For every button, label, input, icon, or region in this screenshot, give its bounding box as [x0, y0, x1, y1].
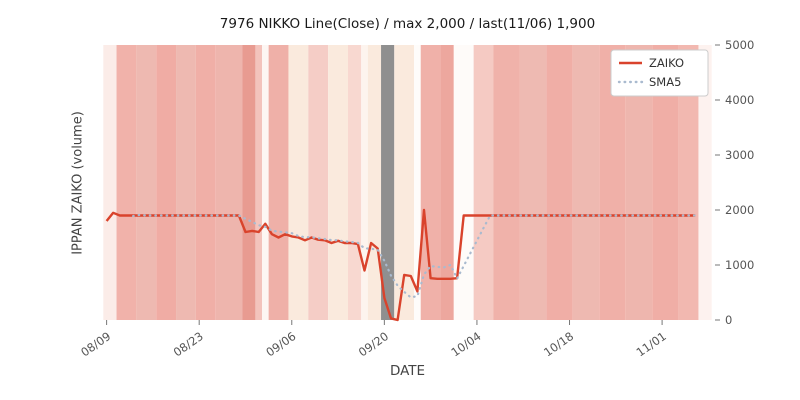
svg-text:10/18: 10/18 — [541, 329, 576, 359]
svg-text:0: 0 — [725, 313, 732, 327]
legend-sma5-label: SMA5 — [649, 75, 681, 89]
background-bands — [103, 45, 712, 320]
svg-text:08/23: 08/23 — [171, 329, 206, 359]
svg-text:3000: 3000 — [725, 148, 754, 162]
svg-text:09/06: 09/06 — [263, 329, 298, 359]
legend: ZAIKO SMA5 — [610, 49, 709, 97]
chart-title: 7976 NIKKO Line(Close) / max 2,000 / las… — [219, 16, 596, 32]
svg-text:2000: 2000 — [725, 203, 754, 217]
svg-text:5000: 5000 — [725, 38, 754, 52]
sma5-line — [132, 213, 697, 299]
svg-text:1000: 1000 — [725, 258, 754, 272]
y-axis-ticks: 0 1000 2000 3000 4000 5000 — [715, 38, 754, 327]
x-axis-ticks: 08/09 08/23 09/06 09/20 10/04 10/18 11/01 — [78, 320, 669, 359]
legend-zaiko-label: ZAIKO — [649, 56, 684, 70]
svg-text:11/01: 11/01 — [634, 329, 669, 359]
svg-text:09/20: 09/20 — [356, 329, 391, 359]
legend-box — [610, 49, 709, 97]
svg-text:08/09: 08/09 — [78, 329, 113, 359]
svg-text:4000: 4000 — [725, 93, 754, 107]
svg-text:10/04: 10/04 — [448, 329, 483, 359]
x-axis-label: DATE — [389, 363, 426, 379]
